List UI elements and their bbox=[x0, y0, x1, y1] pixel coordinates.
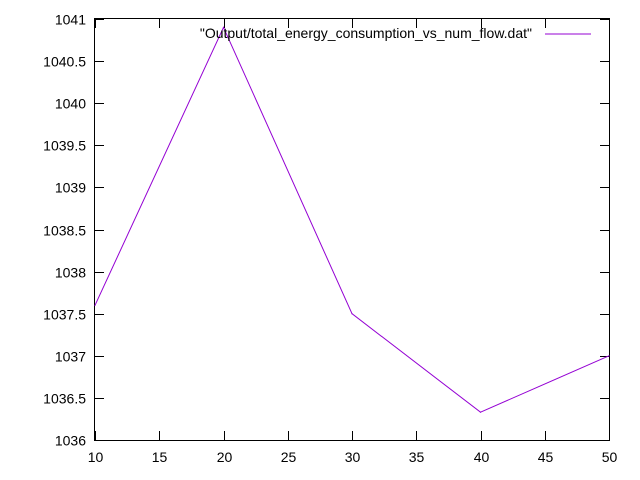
y-tick-label: 1041 bbox=[55, 12, 86, 28]
y-tick-label: 1037.5 bbox=[43, 307, 86, 323]
x-tick-label: 25 bbox=[281, 449, 297, 465]
x-tick-label: 30 bbox=[345, 449, 361, 465]
y-axis-ticks: 1036 1036.5 1037 1037.5 1038 1038.5 1039 1039.5… bbox=[43, 12, 609, 449]
x-tick-label: 10 bbox=[88, 449, 104, 465]
x-tick-label: 45 bbox=[538, 449, 554, 465]
series-line bbox=[94, 26, 610, 413]
y-tick-label: 1037 bbox=[55, 349, 86, 365]
data-point bbox=[222, 26, 225, 28]
y-tick-label: 1040.5 bbox=[43, 54, 86, 70]
legend: "Output/total_energy_consumption_vs_num_… bbox=[200, 25, 591, 41]
y-tick-label: 1039.5 bbox=[43, 138, 86, 154]
y-tick-label: 1040 bbox=[55, 96, 86, 112]
y-tick-label: 1036.5 bbox=[43, 391, 86, 407]
x-tick-label: 15 bbox=[152, 449, 168, 465]
data-point bbox=[608, 355, 610, 357]
y-tick-label: 1038.5 bbox=[43, 223, 86, 239]
y-tick-label: 1038 bbox=[55, 265, 86, 281]
data-point bbox=[479, 411, 482, 413]
x-tick-label: 35 bbox=[409, 449, 425, 465]
y-tick-label: 1039 bbox=[55, 180, 86, 196]
series-layer bbox=[94, 26, 610, 413]
x-tick-label: 40 bbox=[474, 449, 490, 465]
x-tick-label: 20 bbox=[217, 449, 233, 465]
plot-border bbox=[94, 18, 610, 441]
data-point bbox=[94, 304, 96, 306]
y-tick-label: 1036 bbox=[55, 433, 86, 449]
x-tick-label: 50 bbox=[602, 449, 618, 465]
legend-label: "Output/total_energy_consumption_vs_num_… bbox=[200, 25, 532, 41]
data-point bbox=[351, 313, 353, 315]
x-axis-ticks: 10 15 20 25 30 35 40 45 50 bbox=[88, 19, 618, 465]
